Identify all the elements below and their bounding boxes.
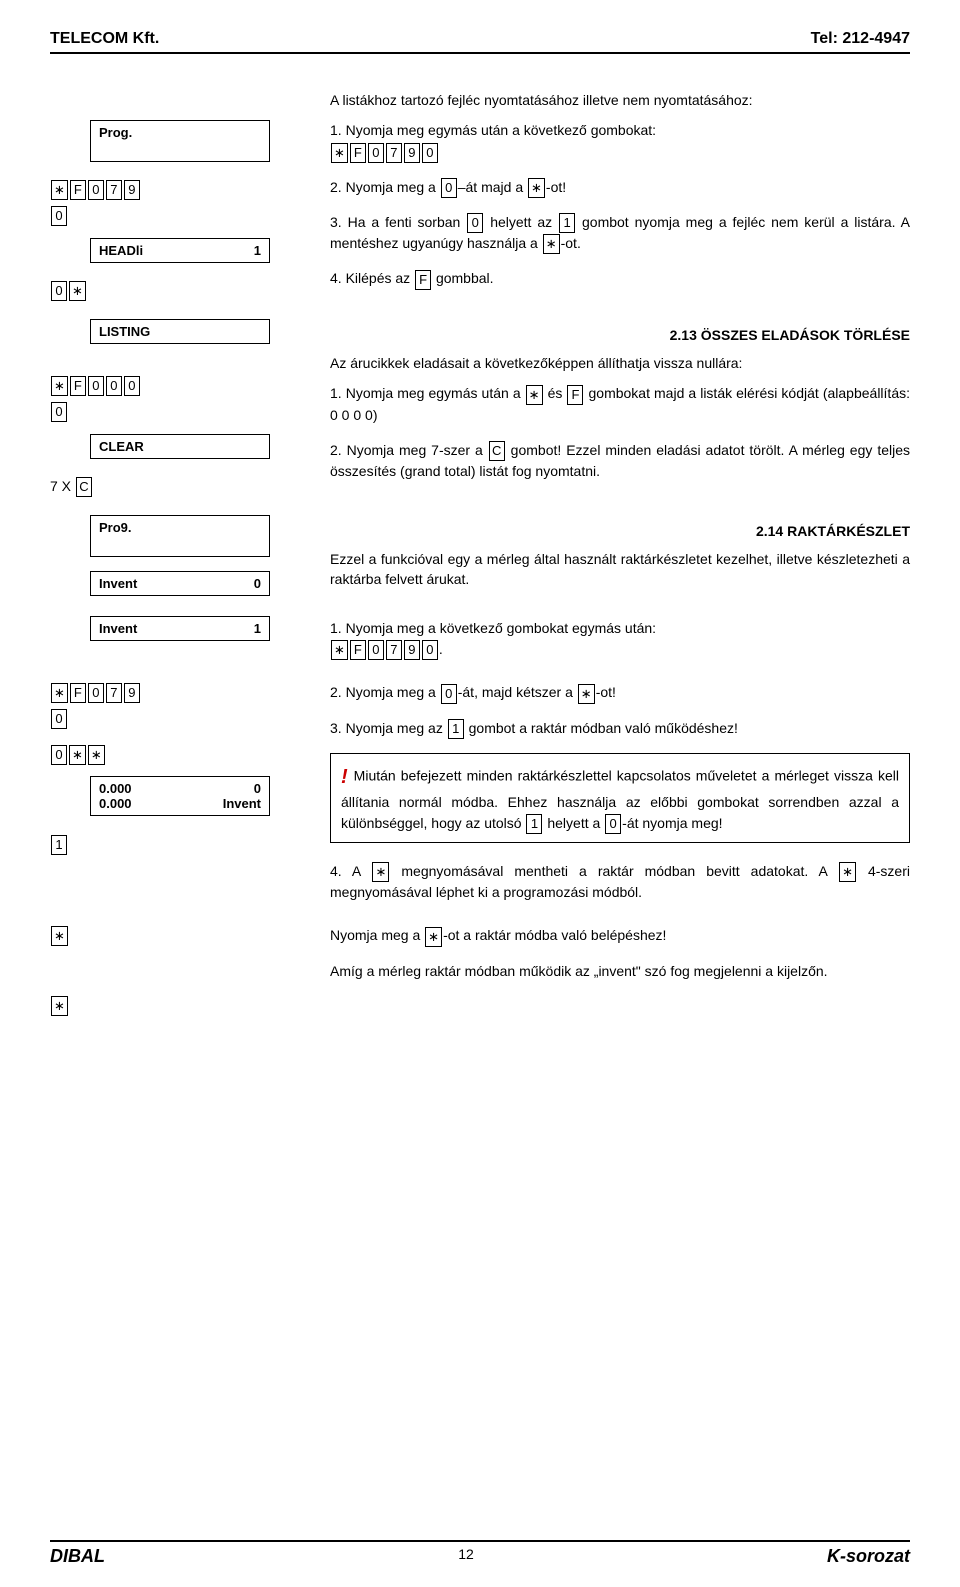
footer-left: DIBAL [50, 1546, 105, 1567]
key: ∗ [88, 745, 105, 765]
key: ∗ [578, 684, 595, 704]
key: F [70, 180, 86, 200]
key: F [415, 270, 431, 290]
key: 9 [124, 683, 140, 703]
keyseq-0starstar: 0∗∗ [50, 740, 320, 766]
warning-icon: ! [341, 766, 348, 788]
header-left: TELECOM Kft. [50, 30, 159, 48]
keyseq-7xc: 7 X C [50, 473, 320, 499]
page-footer: DIBAL 12 K-sorozat [50, 1540, 910, 1567]
invent-text: Amíg a mérleg raktár módban működik az „… [330, 961, 910, 982]
key: 0 [368, 640, 384, 660]
section-214-intro: Ezzel a funkcióval egy a mérleg által ha… [330, 549, 910, 590]
key: ∗ [331, 640, 348, 660]
key: 0 [124, 376, 140, 396]
key: 0 [605, 814, 621, 834]
key: C [76, 477, 92, 497]
intro-text: A listákhoz tartozó fejléc nyomtatásához… [330, 90, 910, 110]
display-prog: Prog. [90, 120, 270, 162]
display-invent-values: 0.0000 0.000Invent [90, 776, 270, 816]
step-2: 2. Nyomja meg a 0–át majd a ∗-ot! [330, 177, 910, 198]
key: ∗ [69, 745, 86, 765]
key: 0 [88, 376, 104, 396]
u-step-1: 1. Nyomja meg a következő gombokat egymá… [330, 618, 910, 660]
key: F [350, 640, 366, 660]
keyseq-1: 1 [50, 830, 320, 856]
keyseq-f079: ∗F079 0 [50, 176, 320, 228]
key: 0 [422, 640, 438, 660]
key: 1 [526, 814, 542, 834]
u-step-2: 2. Nyomja meg a 0-át, majd kétszer a ∗-o… [330, 682, 910, 703]
key: ∗ [51, 180, 68, 200]
t-step-2: 2. Nyomja meg 7-szer a C gombot! Ezzel m… [330, 440, 910, 482]
u-step-4: 4. A ∗ megnyomásával mentheti a raktár m… [330, 861, 910, 903]
key: 0 [106, 376, 122, 396]
key: 0 [51, 281, 67, 301]
step-4: 4. Kilépés az F gombbal. [330, 268, 910, 289]
keyseq-0star: 0∗ [50, 277, 320, 303]
section-213-title: 2.13 ÖSSZES ELADÁSOK TÖRLÉSE [330, 327, 910, 343]
key: 9 [404, 640, 420, 660]
keyseq-f000: ∗F000 0 [50, 372, 320, 424]
key: C [489, 441, 505, 461]
key: 0 [467, 213, 483, 233]
keyseq-f079b: ∗F079 0 [50, 678, 320, 730]
page-header: TELECOM Kft. Tel: 212-4947 [50, 30, 910, 54]
key: 1 [448, 719, 464, 739]
key: ∗ [51, 683, 68, 703]
key: ∗ [526, 385, 543, 405]
key: ∗ [69, 281, 86, 301]
key: ∗ [543, 234, 560, 254]
key: 7 [106, 180, 122, 200]
warning-box: !Miután befejezett minden raktárkészlett… [330, 753, 910, 843]
key: 1 [51, 835, 67, 855]
section-214-title: 2.14 RAKTÁRKÉSZLET [330, 523, 910, 539]
key: 0 [88, 180, 104, 200]
key: 9 [404, 143, 420, 163]
key: ∗ [51, 996, 68, 1016]
key: F [70, 376, 86, 396]
section-213-intro: Az árucikkek eladásait a következőképpen… [330, 353, 910, 373]
header-right: Tel: 212-4947 [811, 30, 910, 48]
key: ∗ [528, 178, 545, 198]
key: ∗ [331, 143, 348, 163]
key: 7 [386, 640, 402, 660]
key: 0 [51, 206, 67, 226]
key: 0 [422, 143, 438, 163]
key: ∗ [51, 926, 68, 946]
display-invent0: Invent0 [90, 571, 270, 596]
keyseq-star-a: ∗ [50, 921, 320, 947]
step-1: 1. Nyomja meg egymás után a következő go… [330, 120, 910, 162]
u-step-3: 3. Nyomja meg az 1 gombot a raktár módba… [330, 718, 910, 739]
enter-mode-text: Nyomja meg a ∗-ot a raktár módba való be… [330, 925, 910, 946]
key: 7 [106, 683, 122, 703]
key: ∗ [372, 862, 389, 882]
display-listing: LISTING [90, 319, 270, 344]
key: ∗ [425, 927, 442, 947]
key: 7 [386, 143, 402, 163]
key: 0 [88, 683, 104, 703]
footer-right: K-sorozat [827, 1546, 910, 1567]
display-invent1: Invent1 [90, 616, 270, 641]
key: 0 [51, 402, 67, 422]
display-headli: HEADli1 [90, 238, 270, 263]
key: 0 [441, 178, 457, 198]
keyseq-star-b: ∗ [50, 991, 320, 1017]
key: 0 [51, 709, 67, 729]
key: ∗ [51, 376, 68, 396]
key: 0 [441, 684, 457, 704]
key: 0 [51, 745, 67, 765]
t-step-1: 1. Nyomja meg egymás után a ∗ és F gombo… [330, 383, 910, 425]
key: F [350, 143, 366, 163]
step-3: 3. Ha a fenti sorban 0 helyett az 1 gomb… [330, 212, 910, 255]
display-clear: CLEAR [90, 434, 270, 459]
key: 0 [368, 143, 384, 163]
key: F [567, 385, 583, 405]
key: 1 [559, 213, 575, 233]
footer-center: 12 [458, 1546, 474, 1567]
key: ∗ [839, 862, 856, 882]
key: 9 [124, 180, 140, 200]
display-pro9: Pro9. [90, 515, 270, 557]
key: F [70, 683, 86, 703]
